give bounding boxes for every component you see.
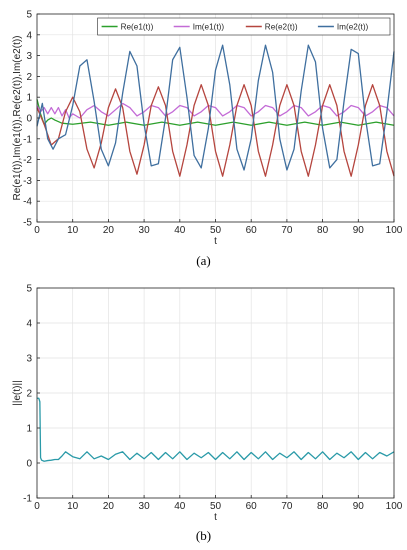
y-tick-label: -5 [23,218,32,229]
series-line-re-e2-t [36,84,395,177]
x-axis-label: t [214,512,217,520]
x-tick-label: 0 [34,501,40,512]
chart-a: 0 10 20 30 40 50 60 70 80 90 100 -5 -4 -3 -2 -1 0 1 2 3 4 5 t R… [12,10,403,248]
x-tick-label: 10 [67,225,79,236]
y-tick-label: 2 [26,389,32,400]
x-tick-label: 70 [281,501,293,512]
panel-label-a: (a) [196,253,211,268]
x-tick-label: 30 [139,225,151,236]
y-tick-label: -1 [23,134,32,145]
x-tick-label: 80 [317,501,329,512]
y-tick-label: 3 [26,354,32,365]
y-axis-label: Re(e1(t)),Im(e1(t)),Re(e2(t)),Im(e2(t)) [12,35,23,200]
y-axis-label: ||e(t)|| [12,380,23,405]
x-axis-label: t [214,236,217,247]
x-tick-label: 10 [67,501,79,512]
y-tick-label: 1 [26,93,32,104]
x-tick-label: 50 [210,501,222,512]
x-tick-label: 80 [317,225,329,236]
x-tick-label: 50 [210,225,222,236]
x-tick-label: 100 [386,501,403,512]
legend-entry: Re(e1(t)) [121,23,154,32]
y-tick-label: -4 [23,197,32,208]
y-tick-label: -2 [23,155,32,166]
x-tick-label: 40 [174,225,186,236]
y-tick-label: 1 [26,424,32,435]
y-tick-label: 0 [26,459,32,470]
legend-entry: Im(e2(t)) [337,23,369,32]
y-tick-label: 5 [26,10,32,21]
x-tick-label: 60 [246,225,258,236]
x-tick-label: 100 [386,225,403,236]
x-tick-label: 90 [353,225,365,236]
legend-entry: Im(e1(t)) [193,23,225,32]
y-tick-label: -1 [23,494,32,505]
x-tick-label: 70 [281,225,293,236]
legend-box [97,17,391,36]
series-line-norm [37,397,395,462]
y-tick-label: 4 [26,30,32,41]
series-line-im-e2-t [36,44,395,171]
x-tick-label: 90 [353,501,365,512]
x-tick-label: 30 [139,501,151,512]
x-tick-label: 40 [174,501,186,512]
y-tick-label: 2 [26,72,32,83]
x-tick-label: 20 [103,225,115,236]
legend: Re(e1(t)) Im(e1(t)) Re(e2(t)) Im(e2(t)) [97,17,391,36]
y-tick-label: -3 [23,176,32,187]
panel-label-b: (b) [195,528,212,543]
y-tick-label: 5 [26,284,32,295]
x-tick-label: 20 [103,501,115,512]
y-tick-label: 0 [26,114,32,125]
x-tick-label: 60 [246,501,258,512]
legend-entry: Re(e2(t)) [265,23,298,32]
y-tick-label: 4 [26,319,32,330]
y-tick-label: 3 [26,51,32,62]
x-tick-label: 0 [34,225,40,236]
